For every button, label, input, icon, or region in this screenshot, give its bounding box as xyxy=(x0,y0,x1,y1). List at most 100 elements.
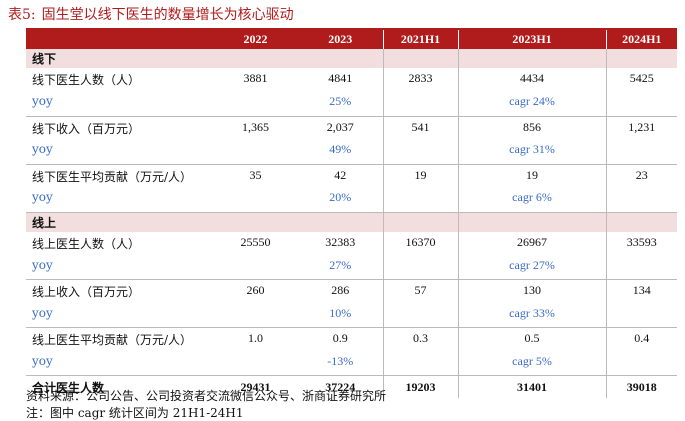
metric-value: 0.9 xyxy=(332,331,348,345)
column-header: 2024H1 xyxy=(605,30,677,49)
growth-label: yoy xyxy=(26,303,213,328)
metric-value: 16370 xyxy=(382,231,458,256)
metric-value: 26967 xyxy=(457,231,606,256)
section-cell xyxy=(605,49,677,68)
growth-value: cagr 24% xyxy=(457,92,606,117)
metric-value: 1.0 xyxy=(248,331,263,345)
total-row: 合计医生人数 29431 37224 19203 31401 39018 xyxy=(26,375,677,398)
section-cell xyxy=(213,212,298,232)
section-label: 线上 xyxy=(26,212,213,232)
metric-label: 线上收入（百万元） xyxy=(32,285,141,299)
metric-value: 0.5 xyxy=(457,327,606,352)
growth-value xyxy=(213,255,298,280)
metric-row: 线下医生人数（人） 3881 4841 2833 4434 5425 xyxy=(26,68,677,92)
metric-label: 线上医生平均贡献（万元/人） xyxy=(32,333,193,347)
growth-value xyxy=(605,140,677,165)
title-divider xyxy=(26,28,677,30)
total-value: 39018 xyxy=(605,375,677,398)
metric-value: 1,365 xyxy=(242,119,269,134)
metric-value: 57 xyxy=(382,279,458,304)
header-row: 2022 2023 2021H1 2023H1 2024H1 xyxy=(26,30,677,49)
growth-value: 27% xyxy=(298,255,383,280)
section-label: 线下 xyxy=(26,49,213,68)
table-title-text: 固生堂以线下医生的数量增长为核心驱动 xyxy=(41,7,294,23)
section-row: 线下 xyxy=(26,49,677,68)
total-value: 31401 xyxy=(457,375,606,398)
growth-value: cagr 31% xyxy=(457,140,606,165)
metric-value: 4434 xyxy=(457,68,606,92)
metric-row: 线上医生人数（人） 25550 32383 16370 26967 33593 xyxy=(26,231,677,256)
growth-value: 49% xyxy=(298,140,383,165)
growth-value xyxy=(382,140,458,165)
growth-value xyxy=(382,303,458,328)
section-row: 线上 xyxy=(26,212,677,232)
growth-label: yoy xyxy=(26,255,213,280)
growth-value: cagr 6% xyxy=(457,188,606,213)
metric-value: 0.3 xyxy=(382,327,458,352)
metric-row: 线下医生平均贡献（万元/人） 35 42 19 19 23 xyxy=(26,164,677,188)
growth-value xyxy=(605,303,677,328)
metric-value: 1,231 xyxy=(605,116,677,140)
column-header: 2022 xyxy=(213,30,298,49)
metric-value: 856 xyxy=(457,116,606,140)
metric-value: 134 xyxy=(605,279,677,304)
metric-row: 线上医生平均贡献（万元/人） 1.0 0.9 0.3 0.5 0.4 xyxy=(26,327,677,352)
section-cell xyxy=(382,212,458,232)
metric-value: 541 xyxy=(382,116,458,140)
growth-value: 10% xyxy=(298,303,383,328)
growth-row: yoy 10% cagr 33% xyxy=(26,303,677,328)
metric-value: 3881 xyxy=(243,71,268,85)
metric-label: 线上医生人数（人） xyxy=(32,236,141,251)
growth-value xyxy=(382,351,458,376)
growth-value xyxy=(213,188,298,213)
section-cell xyxy=(605,212,677,232)
section-cell xyxy=(298,212,383,232)
table-title: 表5: 固生堂以线下医生的数量增长为核心驱动 xyxy=(8,4,294,26)
growth-value xyxy=(382,92,458,117)
metric-value: 19 xyxy=(382,164,458,188)
metric-row: 线下收入（百万元） 1,365 2,037 541 856 1,231 xyxy=(26,116,677,140)
growth-label: yoy xyxy=(26,140,213,165)
metric-value: 2,037 xyxy=(326,119,354,134)
total-value: 29431 xyxy=(213,375,298,398)
growth-value xyxy=(605,92,677,117)
metric-value: 260 xyxy=(246,283,265,297)
growth-value xyxy=(382,188,458,213)
growth-value: cagr 5% xyxy=(457,351,606,376)
section-cell xyxy=(298,49,383,68)
section-cell xyxy=(457,212,606,232)
metric-value: 5425 xyxy=(605,68,677,92)
metric-value: 25550 xyxy=(240,234,271,249)
growth-value: 20% xyxy=(298,188,383,213)
metric-value: 19 xyxy=(457,164,606,188)
growth-value xyxy=(213,303,298,328)
growth-value xyxy=(213,92,298,117)
metric-value: 32383 xyxy=(325,234,356,249)
metric-value: 286 xyxy=(331,283,350,297)
section-cell xyxy=(457,49,606,68)
cagr-note: 注：图中 cagr 统计区间为 21H1-24H1 xyxy=(26,406,244,420)
metric-value: 130 xyxy=(457,279,606,304)
column-header: 2023H1 xyxy=(457,30,606,49)
source-note: 资料来源：公司公告、公司投资者交流微信公众号、浙商证券研究所 xyxy=(26,389,387,403)
growth-value xyxy=(382,255,458,280)
growth-row: yoy 20% cagr 6% xyxy=(26,188,677,213)
column-header: 2023 xyxy=(298,30,383,49)
metric-value: 33593 xyxy=(605,231,677,256)
metric-value: 42 xyxy=(334,167,347,182)
doctor-growth-table: 2022 2023 2021H1 2023H1 2024H1 线下 线下医生人数（… xyxy=(26,30,677,398)
growth-label: yoy xyxy=(26,351,213,376)
growth-row: yoy 49% cagr 31% xyxy=(26,140,677,165)
table-number: 表5: xyxy=(8,7,36,23)
growth-value xyxy=(605,351,677,376)
total-value: 19203 xyxy=(382,375,458,398)
growth-label: yoy xyxy=(26,188,213,213)
section-cell xyxy=(382,49,458,68)
column-header xyxy=(26,30,213,49)
growth-value: cagr 27% xyxy=(457,255,606,280)
metric-label: 线下医生平均贡献（万元/人） xyxy=(32,169,193,184)
metric-value: 0.4 xyxy=(605,327,677,352)
growth-row: yoy 27% cagr 27% xyxy=(26,255,677,280)
metric-value: 4841 xyxy=(328,71,353,85)
growth-value: -13% xyxy=(298,351,383,376)
